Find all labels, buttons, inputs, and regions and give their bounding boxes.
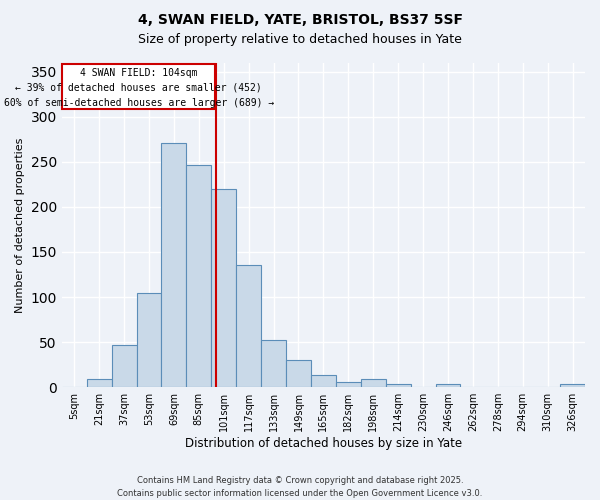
Bar [361,379,386,387]
Bar [386,384,410,387]
Bar [236,266,261,387]
Bar [87,379,112,387]
Text: Contains HM Land Registry data © Crown copyright and database right 2025.
Contai: Contains HM Land Registry data © Crown c… [118,476,482,498]
Bar [336,382,361,387]
Bar [436,384,460,387]
Bar [311,374,336,387]
Text: 4 SWAN FIELD: 104sqm: 4 SWAN FIELD: 104sqm [80,68,197,78]
Bar [211,189,236,387]
Y-axis label: Number of detached properties: Number of detached properties [15,137,25,312]
Text: 60% of semi-detached houses are larger (689) →: 60% of semi-detached houses are larger (… [4,98,274,108]
Bar [286,360,311,387]
Text: ← 39% of detached houses are smaller (452): ← 39% of detached houses are smaller (45… [16,83,262,93]
Bar [187,166,211,387]
Bar [560,384,585,387]
Bar [137,294,161,387]
Bar [161,143,187,387]
Bar [112,345,137,387]
Bar [62,64,215,110]
X-axis label: Distribution of detached houses by size in Yate: Distribution of detached houses by size … [185,437,462,450]
Text: Size of property relative to detached houses in Yate: Size of property relative to detached ho… [138,32,462,46]
Text: 4, SWAN FIELD, YATE, BRISTOL, BS37 5SF: 4, SWAN FIELD, YATE, BRISTOL, BS37 5SF [137,12,463,26]
Bar [261,340,286,387]
